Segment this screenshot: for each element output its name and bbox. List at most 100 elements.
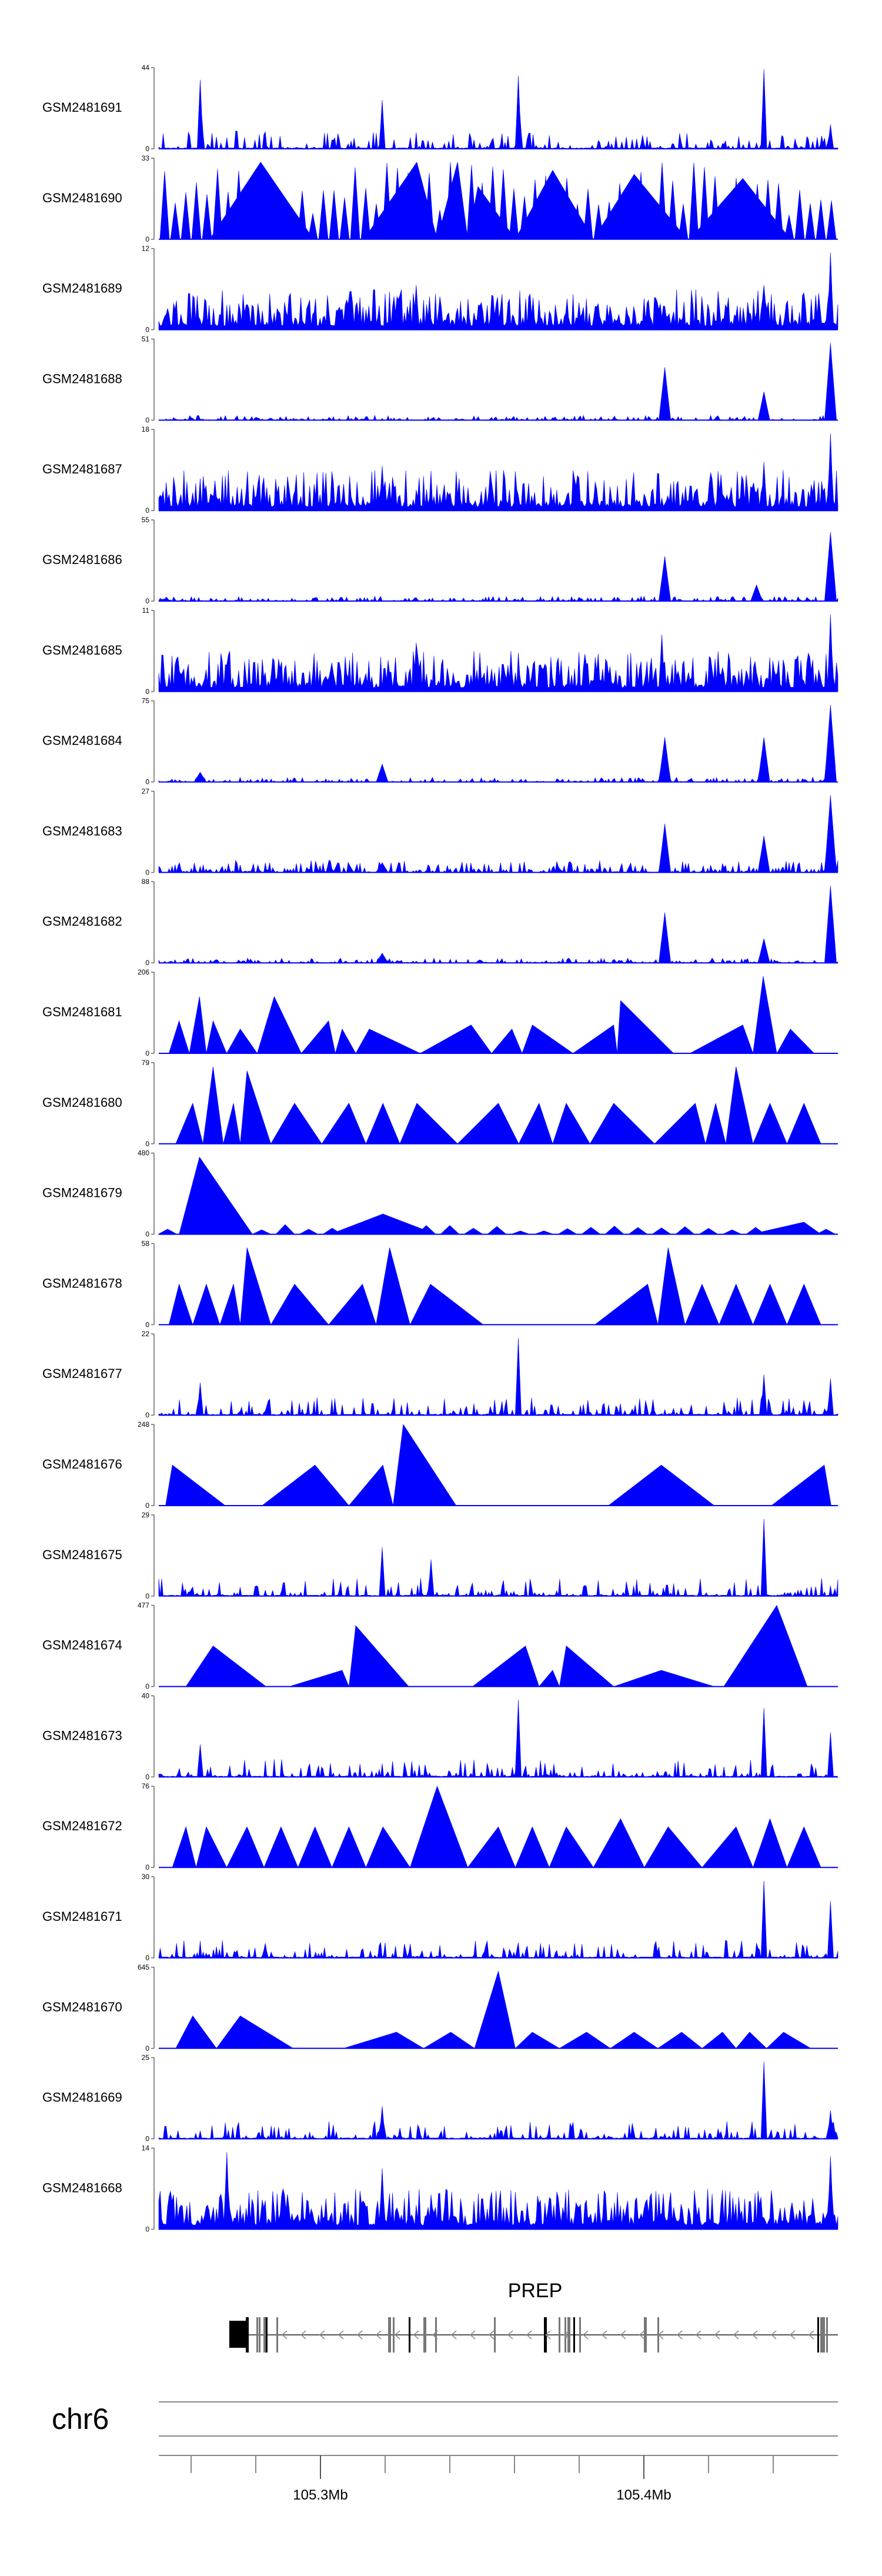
track-max-label: 25 [142,2054,150,2062]
strand-chevron [432,2330,438,2340]
track-GSM2481669: GSM2481669 25 0 [42,2054,838,2143]
gene-model-track: PREP [229,2280,838,2353]
exon-mark [393,2317,395,2353]
gene-name-label: PREP [508,2280,563,2302]
strand-chevron [319,2330,325,2340]
strand-chevron [469,2330,476,2340]
chromosome-name: chr6 [52,2403,109,2435]
exon-mark [409,2317,410,2353]
track-GSM2481691: GSM2481691 44 0 [42,64,838,153]
track-label: GSM2481681 [42,1005,122,1019]
track-min-label: 0 [145,506,149,515]
exon-mark [826,2317,828,2353]
track-max-label: 40 [142,1691,150,1700]
signal-area [165,1424,831,1506]
track-GSM2481689: GSM2481689 12 0 [42,245,838,334]
strand-chevron [507,2330,513,2340]
track-GSM2481673: GSM2481673 40 0 [42,1691,839,1781]
strand-chevron [544,2330,551,2340]
signal-area [158,252,838,330]
track-min-label: 0 [145,1320,149,1329]
exon-mark [820,2317,823,2353]
exon-mark [579,2317,581,2353]
signal-area [175,1066,821,1144]
signal-area [168,1247,821,1325]
track-GSM2481682: GSM2481682 88 0 [42,877,838,967]
track-label: GSM2481684 [42,733,122,748]
signal-area [158,2152,838,2230]
exon-mark [817,2317,819,2353]
signal-area [158,1156,836,1234]
track-min-label: 0 [145,959,149,967]
exon-mark [823,2317,825,2353]
strand-chevron [733,2330,739,2340]
track-max-label: 22 [142,1330,150,1338]
signal-area [158,614,838,692]
signal-area [158,2061,838,2140]
track-max-label: 206 [138,968,149,976]
track-min-label: 0 [145,1773,149,1781]
signal-area [175,1970,811,2049]
track-GSM2481690: GSM2481690 33 0 [42,154,838,243]
track-max-label: 76 [142,1782,150,1790]
axis-tick-label: 105.3Mb [293,2487,348,2503]
track-max-label: 30 [142,1873,150,1881]
track-GSM2481687: GSM2481687 18 0 [42,425,838,515]
track-label: GSM2481680 [42,1095,122,1110]
signal-area [158,1519,838,1597]
exon-mark [644,2317,647,2353]
track-GSM2481668: GSM2481668 14 0 [42,2144,838,2233]
track-min-label: 0 [145,1049,149,1057]
track-GSM2481675: GSM2481675 29 0 [42,1511,838,1600]
exon-mark [559,2317,560,2353]
exon-mark [266,2317,268,2353]
strand-chevron [808,2330,814,2340]
strand-chevron [300,2330,306,2340]
exon-mark [256,2317,258,2353]
strand-chevron [488,2330,495,2340]
strand-chevron [657,2330,664,2340]
track-label: GSM2481674 [42,1638,122,1653]
track-GSM2481686: GSM2481686 55 0 [42,516,838,605]
track-min-label: 0 [145,1140,149,1148]
track-min-label: 0 [145,1592,149,1600]
track-max-label: 477 [138,1601,149,1610]
track-label: GSM2481671 [42,1909,122,1924]
signal-area [158,1880,838,1958]
track-label: GSM2481682 [42,914,122,929]
exon-mark [259,2317,260,2353]
track-max-label: 11 [142,606,150,615]
strand-chevron [695,2330,701,2340]
track-label: GSM2481688 [42,371,122,386]
signal-area [158,1700,839,1778]
track-label: GSM2481685 [42,643,122,658]
track-GSM2481677: GSM2481677 22 0 [42,1330,838,1419]
track-label: GSM2481689 [42,281,122,296]
track-max-label: 33 [142,154,150,162]
track-label: GSM2481686 [42,552,122,567]
signal-area [158,795,838,873]
signal-area [185,1604,808,1687]
exon-mark [573,2317,575,2353]
track-min-label: 0 [145,688,149,696]
exon-mark [246,2317,249,2353]
track-label: GSM2481668 [42,2180,122,2195]
track-GSM2481681: GSM2481681 206 0 [42,968,838,1057]
track-GSM2481670: GSM2481670 645 0 [42,1963,838,2053]
strand-chevron [789,2330,796,2340]
exon-mark [263,2317,266,2353]
strand-chevron [356,2330,363,2340]
exon-marks [229,2317,828,2353]
track-min-label: 0 [145,235,149,243]
track-label: GSM2481691 [42,100,122,115]
track-GSM2481679: GSM2481679 480 0 [42,1149,838,1239]
track-label: GSM2481675 [42,1547,122,1562]
track-min-label: 0 [145,1411,149,1419]
chromosome-track: chr6 [52,2401,838,2437]
track-min-label: 0 [145,868,149,876]
strand-chevron [676,2330,683,2340]
track-max-label: 27 [142,787,150,795]
strand-chevron [770,2330,777,2340]
signal-area [159,161,837,240]
strand-chevron [620,2330,626,2340]
